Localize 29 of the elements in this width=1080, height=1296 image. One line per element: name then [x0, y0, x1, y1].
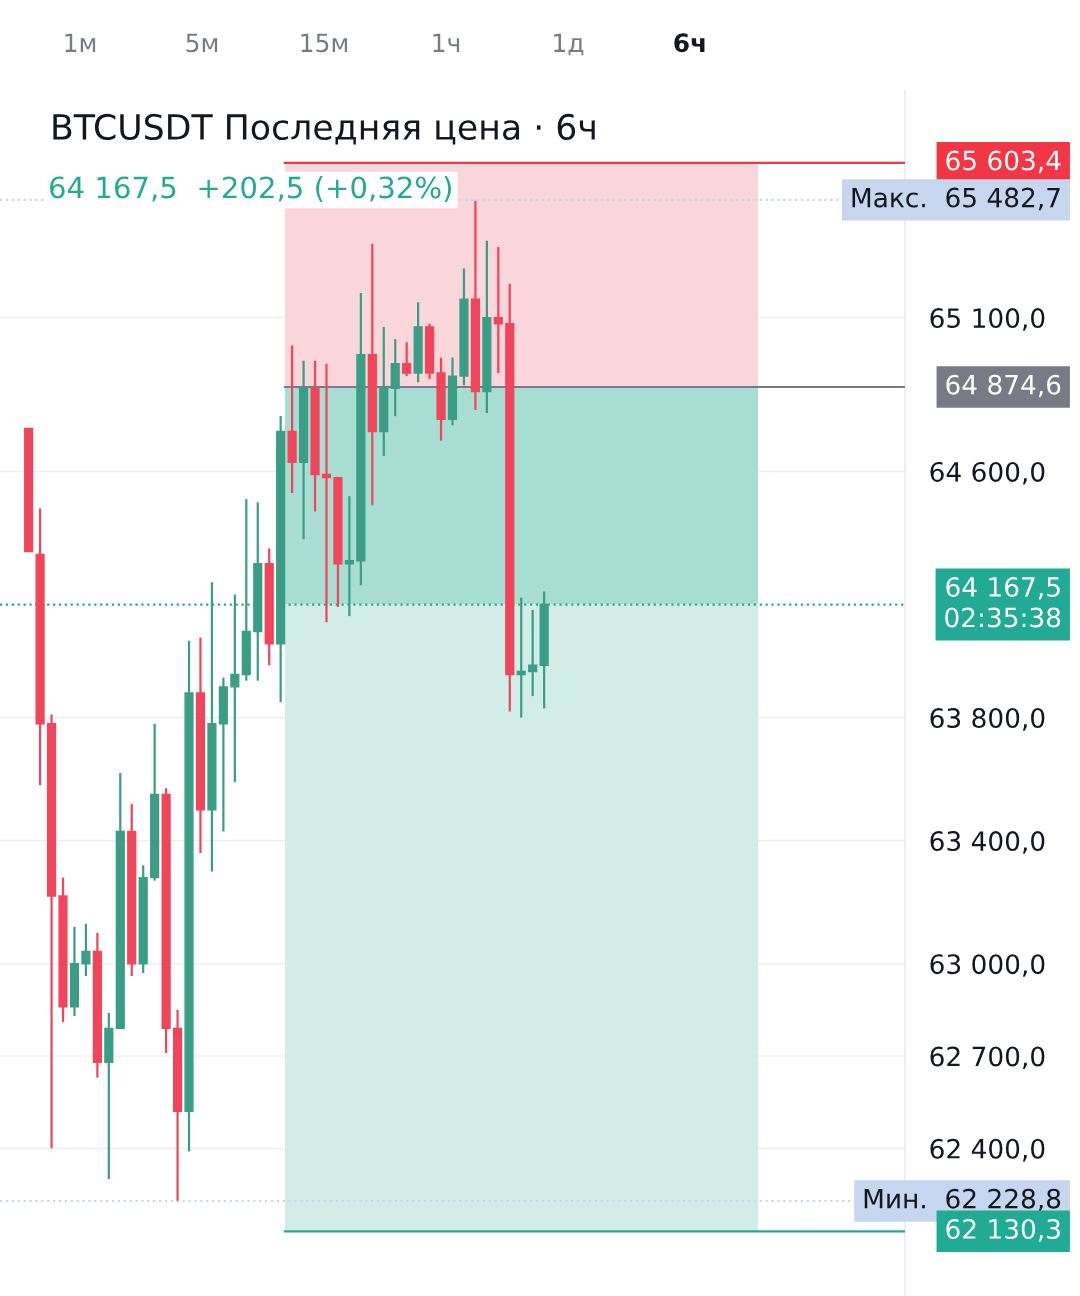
y-tick-label: 64 600,0 — [930, 461, 1045, 485]
y-tick-label: 62 700,0 — [930, 1046, 1045, 1070]
candlestick — [230, 593, 240, 784]
ref-line-label: 65 603,4 — [946, 150, 1061, 174]
text: 1д — [554, 33, 584, 56]
candlestick — [402, 341, 412, 378]
candlestick — [321, 362, 332, 624]
y-tick-label: 63 800,0 — [930, 708, 1045, 731]
text: 1м — [65, 33, 96, 52]
text: 64 167,5 +202,5 (+0,32%) — [50, 175, 451, 202]
text: BTCUSDT Последняя цена · 6ч — [53, 113, 595, 145]
ref-line-label: 64 167,5 02:35:38 — [945, 576, 1061, 628]
text: 6ч — [674, 33, 705, 53]
y-tick-label: 63 400,0 — [930, 831, 1045, 854]
text: 15м — [301, 33, 348, 53]
ref-line-label: Мин. 62 228,8 — [864, 1188, 1061, 1212]
ref-line-label: 64 874,6 — [946, 374, 1061, 398]
text: 5м — [186, 33, 218, 53]
y-tick-label: 63 000,0 — [930, 954, 1045, 977]
candlestick — [528, 608, 538, 698]
candlestick — [493, 245, 503, 375]
candlestick — [344, 494, 354, 618]
text: 1ч — [433, 33, 460, 52]
y-tick-label: 65 100,0 — [930, 308, 1045, 331]
y-tick-label: 62 400,0 — [930, 1138, 1045, 1162]
candlestick — [516, 596, 526, 719]
ref-line-label: Макс. 65 482,7 — [852, 187, 1060, 211]
ref-line-label: 62 130,3 — [946, 1219, 1060, 1242]
candlestick — [81, 922, 91, 978]
